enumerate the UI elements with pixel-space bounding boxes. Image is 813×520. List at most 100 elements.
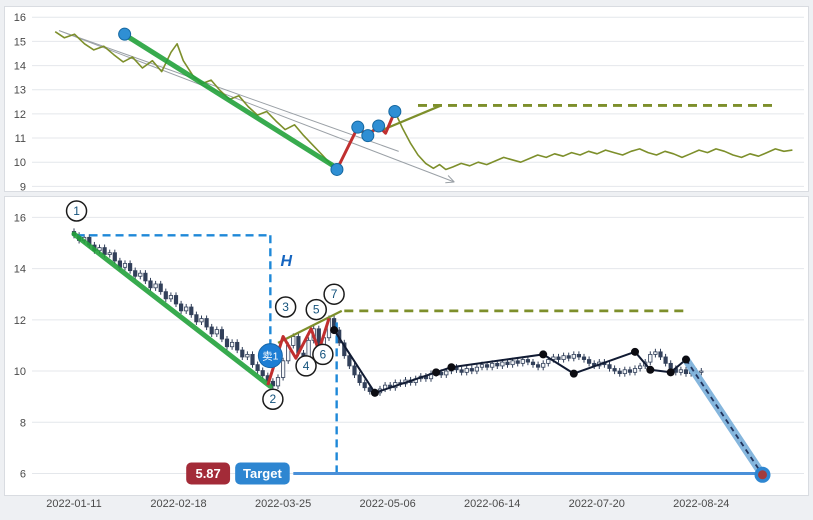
candle-body <box>678 369 684 373</box>
candle-body <box>561 355 566 360</box>
price-target-value-badge-text: 5.87 <box>195 466 220 481</box>
x-axis-label: 2022-08-24 <box>673 498 729 510</box>
pivot-dot <box>447 363 456 372</box>
candle-body <box>622 369 627 375</box>
wave-marker-4 <box>295 355 317 377</box>
y-axis-label: 6 <box>20 469 26 481</box>
candle-body <box>474 366 480 372</box>
pattern-overview-chart: 16 15 14 13 12 11 10 9 <box>4 6 809 192</box>
pivot-dot <box>351 120 365 134</box>
y-axis-label: 16 <box>14 212 26 224</box>
wave-marker-3 <box>274 296 297 318</box>
x-axis-label: 2022-03-25 <box>255 498 311 510</box>
candle-body <box>178 303 184 312</box>
projection-end-marker-inner <box>758 470 767 480</box>
candle-body <box>153 283 158 289</box>
wave-marker-2 <box>262 388 284 410</box>
candle-body <box>219 329 224 340</box>
x-axis-label: 2022-01-11 <box>46 498 101 510</box>
candle-body <box>464 368 469 373</box>
sell-signal-marker <box>257 343 283 369</box>
price-line <box>54 31 793 171</box>
candle-body <box>479 364 485 368</box>
candle-body <box>214 329 219 335</box>
x-axis-label: 2022-06-14 <box>464 498 520 510</box>
candle-body <box>128 263 133 272</box>
y-axis-label: 10 <box>14 157 26 169</box>
candle-body <box>229 341 235 348</box>
y-axis-label: 9 <box>20 181 26 192</box>
candle-body <box>490 362 495 368</box>
candle-body <box>607 364 612 369</box>
candle-body <box>163 291 168 300</box>
candle-body <box>275 377 281 387</box>
pivot-dot <box>666 368 675 377</box>
y-axis-label: 15 <box>14 36 26 48</box>
pivot-dot <box>370 388 379 397</box>
candle-body <box>270 380 276 387</box>
x-axis-label: 2022-05-06 <box>360 498 416 510</box>
candle-body <box>347 355 352 367</box>
candle-body <box>138 272 143 277</box>
y-axis-label: 13 <box>14 85 26 97</box>
candle-body <box>362 382 367 389</box>
pivot-dot <box>330 162 344 176</box>
candle-body <box>184 306 189 312</box>
arrowhead-line <box>445 181 455 184</box>
channel-line <box>58 30 399 152</box>
candle-body <box>632 368 638 373</box>
support-segment <box>382 104 442 131</box>
candle-body <box>148 280 153 289</box>
candle-body <box>484 364 490 368</box>
candle-body <box>204 318 209 328</box>
candle-body <box>357 374 362 383</box>
projection-band <box>682 355 767 479</box>
pivot-dot <box>569 369 578 378</box>
projection-start-dot <box>682 355 690 364</box>
bottom-chart-panel: 16 14 12 10 8 6 2022-01-11 2022-02-18 2022-03-25… <box>4 196 809 514</box>
candle-body <box>469 368 474 372</box>
top-chart-panel: 16 15 14 13 12 11 10 9 <box>4 6 809 192</box>
candle-body <box>245 354 250 358</box>
pivot-dot <box>631 347 639 356</box>
candle-body <box>280 360 286 378</box>
wave-marker-label-6: 6 <box>320 347 327 361</box>
candle-body <box>352 365 357 376</box>
candle-body <box>556 356 561 360</box>
candle-body <box>255 364 260 371</box>
candle-body <box>658 351 663 358</box>
candle-body <box>551 356 556 360</box>
candle-body <box>194 314 199 323</box>
target-label-badge <box>235 462 290 485</box>
wave-marker-label-1: 1 <box>73 204 80 218</box>
candle-body <box>168 295 173 300</box>
y-axis-label: 12 <box>14 109 26 121</box>
candle-body <box>566 355 571 359</box>
candle-body <box>143 272 148 282</box>
green-trendline <box>71 231 273 389</box>
candle-body <box>240 349 245 358</box>
candle-body <box>587 359 592 364</box>
candle-body <box>107 252 112 255</box>
pivot-dot <box>118 27 132 41</box>
candle-body <box>173 295 179 305</box>
candle-body <box>122 263 128 268</box>
sell-signal-label: 卖1 <box>262 351 278 363</box>
candle-body <box>459 369 464 373</box>
pivot-dot <box>330 326 339 335</box>
candle-body <box>250 354 255 366</box>
candle-body <box>541 362 546 368</box>
arrowhead-line <box>447 175 455 183</box>
y-axis-label: 11 <box>15 133 26 145</box>
candle-body <box>536 364 541 368</box>
red-zigzag <box>335 110 397 171</box>
candle-body <box>158 283 163 293</box>
wave-marker-label-7: 7 <box>331 287 338 301</box>
y-axis-label: 16 <box>14 12 26 24</box>
candle-body <box>683 369 689 375</box>
wave-marker-5 <box>305 298 327 321</box>
candle-body <box>235 341 240 351</box>
candle-body <box>627 369 633 373</box>
y-axis-label: 8 <box>20 417 26 429</box>
plot-background <box>4 196 809 496</box>
